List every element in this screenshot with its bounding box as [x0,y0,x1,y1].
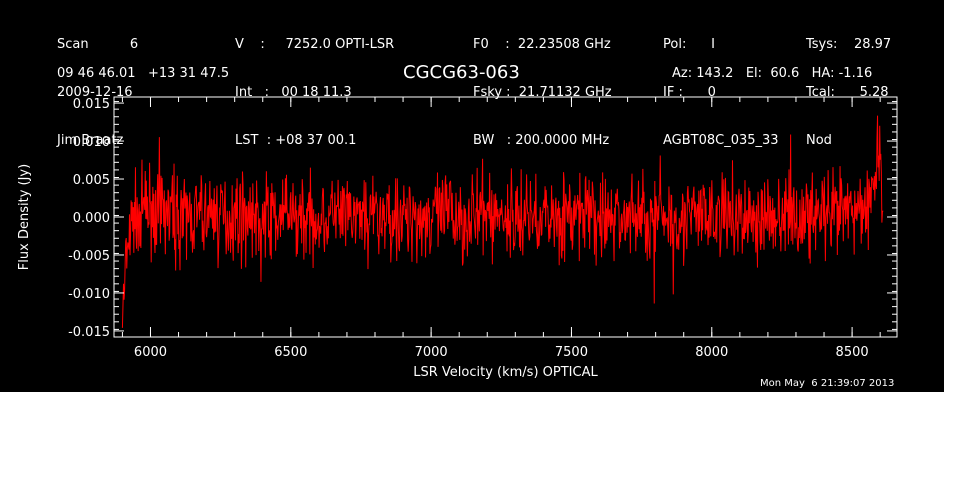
az-el-ha: Az: 143.2 El: 60.6 HA: -1.16 [672,66,873,81]
plot-panel: Scan 6 2009-12-16 Jim Braatz V : 7252.0 … [0,0,944,392]
y-tick-label: 0.005 [73,173,110,188]
system-info: Tsys: 28.97 Tcal: 5.28 Nod [806,5,891,181]
y-tick-label: 0.000 [73,211,110,226]
integration-line: Int : 00 18 11.3 [235,85,352,100]
x-axis-label: LSR Velocity (km/s) OPTICAL [413,365,598,380]
y-tick-label: 0.015 [73,97,110,112]
spectrum-trace [121,115,884,328]
scan-info: Scan 6 2009-12-16 Jim Braatz [57,5,138,181]
y-tick-label: -0.010 [68,287,110,302]
y-tick-label: -0.005 [68,249,110,264]
x-tick-label: 6500 [274,345,307,360]
y-tick-label: -0.015 [68,325,110,340]
if-line: IF : 0 [663,85,716,100]
scan-line: Scan 6 [57,37,139,52]
plot-frame [113,96,898,338]
observer-line: Jim Braatz [57,133,124,148]
source-coordinates: 09 46 46.01 +13 31 47.5 [57,66,230,81]
tsys-line: Tsys: 28.97 [806,37,892,52]
polarization-info: Pol: I IF : 0 AGBT08C_035_33 [663,5,779,181]
y-axis-label: Flux Density (Jy) [17,164,32,270]
x-tick-label: 8500 [836,345,869,360]
x-tick-label: 7000 [415,345,448,360]
y-tick-label: 0.010 [73,135,110,150]
frequency-info: F0 : 22.23508 GHz Fsky : 21.71132 GHz BW… [473,5,612,181]
x-tick-label: 6000 [134,345,167,360]
bandwidth-line: BW : 200.0000 MHz [473,133,610,148]
date-line: 2009-12-16 [57,85,133,100]
x-tick-label: 8000 [695,345,728,360]
procedure-line: Nod [806,133,832,148]
pol-line: Pol: I [663,37,715,52]
x-tick-label: 7500 [555,345,588,360]
lst-line: LST : +08 37 00.1 [235,133,357,148]
fsky-line: Fsky : 21.71132 GHz [473,85,612,100]
chart-title: CGCG63-063 [403,62,520,83]
timestamp: Mon May 6 21:39:07 2013 [760,378,895,389]
velocity-line: V : 7252.0 OPTI-LSR [235,37,395,52]
f0-line: F0 : 22.23508 GHz [473,37,611,52]
velocity-info: V : 7252.0 OPTI-LSR Int : 00 18 11.3 LST… [235,5,394,181]
project-line: AGBT08C_035_33 [663,133,779,148]
spectrum-chart: -0.015 -0.010 -0.005 0.000 0.005 0.010 0.015 6… [17,96,898,380]
tcal-line: Tcal: 5.28 [806,85,889,100]
